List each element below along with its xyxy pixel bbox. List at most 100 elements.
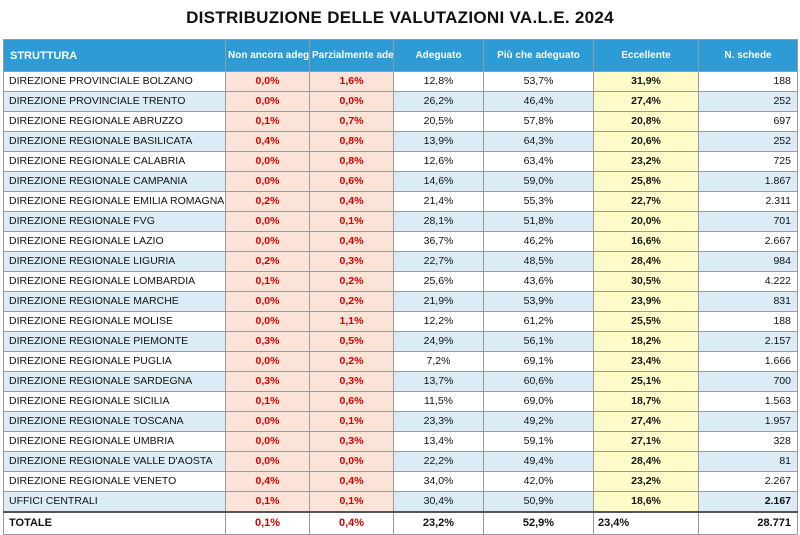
cell-adeguato: 11,5% [393,391,484,412]
cell-n-schede: 252 [698,131,798,152]
cell-piu-che-adeguato: 57,8% [483,111,594,132]
cell-struttura: DIREZIONE PROVINCIALE BOLZANO [3,71,226,92]
table-row: DIREZIONE REGIONALE CALABRIA 0,0% 0,8% 12,6… [3,151,798,172]
cell-struttura: UFFICI CENTRALI [3,491,226,513]
cell-non-ancora: 0,0% [225,71,310,92]
table-row: DIREZIONE REGIONALE MARCHE 0,0% 0,2% 21,9% 5… [3,291,798,312]
header-struttura: STRUTTURA [3,39,226,72]
cell-eccellente: 27,1% [593,431,699,452]
table-row: DIREZIONE REGIONALE SICILIA 0,1% 0,6% 11,5%… [3,391,798,412]
cell-piu-che-adeguato: 59,0% [483,171,594,192]
total-non-ancora: 0,1% [225,511,310,535]
table-row: DIREZIONE PROVINCIALE TRENTO 0,0% 0,0% 26,2… [3,91,798,112]
header-n-schede: N. schede [698,39,798,72]
cell-parzialmente: 0,6% [309,391,394,412]
cell-adeguato: 30,4% [393,491,484,513]
cell-parzialmente: 0,4% [309,191,394,212]
table-row: DIREZIONE REGIONALE EMILIA ROMAGNA 0,2% 0,… [3,191,798,212]
cell-parzialmente: 0,3% [309,371,394,392]
cell-piu-che-adeguato: 48,5% [483,251,594,272]
cell-eccellente: 23,4% [593,351,699,372]
cell-parzialmente: 0,8% [309,131,394,152]
cell-parzialmente: 0,1% [309,211,394,232]
cell-struttura: DIREZIONE REGIONALE LOMBARDIA [3,271,226,292]
cell-n-schede: 81 [698,451,798,472]
cell-struttura: DIREZIONE REGIONALE FVG [3,211,226,232]
table-row: DIREZIONE REGIONALE LOMBARDIA 0,1% 0,2% 25,… [3,271,798,292]
cell-non-ancora: 0,0% [225,291,310,312]
total-label: TOTALE [3,511,226,535]
cell-eccellente: 16,6% [593,231,699,252]
total-piu-che-adeguato: 52,9% [483,511,594,535]
cell-eccellente: 20,6% [593,131,699,152]
cell-struttura: DIREZIONE REGIONALE MOLISE [3,311,226,332]
cell-adeguato: 13,4% [393,431,484,452]
cell-piu-che-adeguato: 42,0% [483,471,594,492]
table-row: DIREZIONE REGIONALE CAMPANIA 0,0% 0,6% 14,6… [3,171,798,192]
cell-eccellente: 25,8% [593,171,699,192]
cell-non-ancora: 0,1% [225,111,310,132]
total-eccellente: 23,4% [593,511,699,535]
total-adeguato: 23,2% [393,511,484,535]
cell-parzialmente: 0,1% [309,491,394,513]
table-row: DIREZIONE REGIONALE LAZIO 0,0% 0,4% 36,7% 46… [3,231,798,252]
cell-parzialmente: 0,4% [309,231,394,252]
cell-adeguato: 22,7% [393,251,484,272]
cell-eccellente: 20,0% [593,211,699,232]
total-row: TOTALE 0,1% 0,4% 23,2% 52,9% 23,4% 28.77… [3,511,798,535]
header-row: STRUTTURA Non ancora adeguato Parzialmen… [3,39,798,72]
cell-non-ancora: 0,0% [225,91,310,112]
cell-eccellente: 23,2% [593,151,699,172]
cell-eccellente: 18,2% [593,331,699,352]
cell-piu-che-adeguato: 51,8% [483,211,594,232]
cell-non-ancora: 0,4% [225,471,310,492]
cell-piu-che-adeguato: 50,9% [483,491,594,513]
header-non-ancora-label: Non ancora adeguato [228,49,310,61]
cell-struttura: DIREZIONE REGIONALE SICILIA [3,391,226,412]
cell-parzialmente: 0,2% [309,291,394,312]
cell-struttura: DIREZIONE REGIONALE EMILIA ROMAGNA [3,191,226,212]
cell-piu-che-adeguato: 56,1% [483,331,594,352]
cell-adeguato: 13,9% [393,131,484,152]
cell-non-ancora: 0,1% [225,491,310,513]
cell-struttura: DIREZIONE REGIONALE SARDEGNA [3,371,226,392]
cell-parzialmente: 0,2% [309,351,394,372]
header-parzialmente: Parzialmente adeguato [309,39,394,72]
cell-parzialmente: 0,6% [309,171,394,192]
cell-eccellente: 27,4% [593,91,699,112]
cell-struttura: DIREZIONE REGIONALE LIGURIA [3,251,226,272]
cell-adeguato: 7,2% [393,351,484,372]
cell-adeguato: 28,1% [393,211,484,232]
header-piu-che-adeguato: Più che adeguato [483,39,594,72]
cell-parzialmente: 0,3% [309,431,394,452]
cell-non-ancora: 0,0% [225,431,310,452]
cell-piu-che-adeguato: 63,4% [483,151,594,172]
cell-eccellente: 22,7% [593,191,699,212]
cell-eccellente: 25,5% [593,311,699,332]
cell-struttura: DIREZIONE REGIONALE CAMPANIA [3,171,226,192]
cell-piu-che-adeguato: 69,0% [483,391,594,412]
cell-non-ancora: 0,1% [225,391,310,412]
cell-adeguato: 13,7% [393,371,484,392]
cell-eccellente: 28,4% [593,451,699,472]
cell-eccellente: 28,4% [593,251,699,272]
cell-adeguato: 23,3% [393,411,484,432]
cell-eccellente: 23,2% [593,471,699,492]
total-n-schede: 28.771 [698,511,798,535]
cell-piu-che-adeguato: 55,3% [483,191,594,212]
cell-non-ancora: 0,0% [225,351,310,372]
table-row: DIREZIONE REGIONALE PIEMONTE 0,3% 0,5% 24,9… [3,331,798,352]
cell-adeguato: 21,9% [393,291,484,312]
cell-n-schede: 2.667 [698,231,798,252]
cell-parzialmente: 1,1% [309,311,394,332]
cell-piu-che-adeguato: 60,6% [483,371,594,392]
cell-struttura: DIREZIONE REGIONALE UMBRIA [3,431,226,452]
cell-non-ancora: 0,0% [225,451,310,472]
cell-struttura: DIREZIONE PROVINCIALE TRENTO [3,91,226,112]
cell-adeguato: 12,8% [393,71,484,92]
header-non-ancora: Non ancora adeguato [225,39,310,72]
cell-adeguato: 14,6% [393,171,484,192]
cell-parzialmente: 0,2% [309,271,394,292]
cell-piu-che-adeguato: 53,9% [483,291,594,312]
cell-eccellente: 30,5% [593,271,699,292]
